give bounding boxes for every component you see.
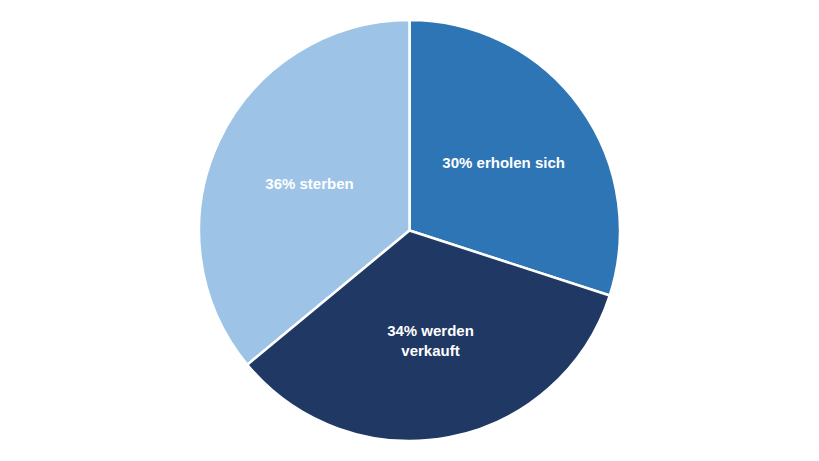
svg-text:30% erholen sich: 30% erholen sich [442, 154, 565, 171]
svg-text:34% werdenverkauft: 34% werdenverkauft [387, 322, 474, 359]
svg-text:36% sterben: 36% sterben [265, 175, 353, 192]
